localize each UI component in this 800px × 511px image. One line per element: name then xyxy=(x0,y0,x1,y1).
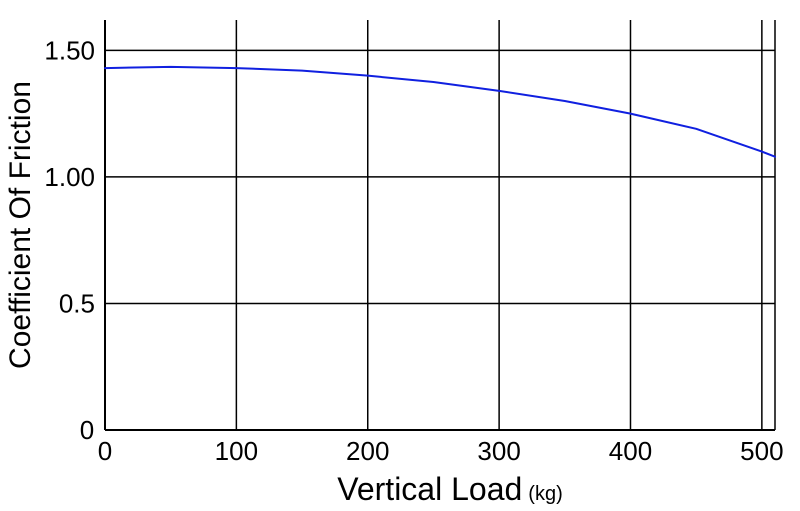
y-tick-label: 1.00 xyxy=(44,162,95,192)
y-tick-label: 1.50 xyxy=(44,35,95,65)
x-axis-unit: (kg) xyxy=(528,483,562,505)
chart-container: 0 100 200 300 400 500 0 0.5 1.00 1.50 Vertical Loa… xyxy=(0,0,800,511)
x-tick-label: 0 xyxy=(98,436,112,466)
x-axis-title-text: Vertical Load xyxy=(337,471,522,507)
x-tick-label: 400 xyxy=(609,436,652,466)
x-tick-label: 300 xyxy=(477,436,520,466)
x-tick-label: 500 xyxy=(740,436,783,466)
chart-bg xyxy=(0,0,800,511)
x-tick-label: 100 xyxy=(215,436,258,466)
x-tick-label: 200 xyxy=(346,436,389,466)
friction-chart: 0 100 200 300 400 500 0 0.5 1.00 1.50 Vertical Loa… xyxy=(0,0,800,511)
y-tick-label: 0.5 xyxy=(59,288,95,318)
y-tick-label: 0 xyxy=(80,415,94,445)
y-axis-title: Coefficient Of Friction xyxy=(4,81,37,369)
